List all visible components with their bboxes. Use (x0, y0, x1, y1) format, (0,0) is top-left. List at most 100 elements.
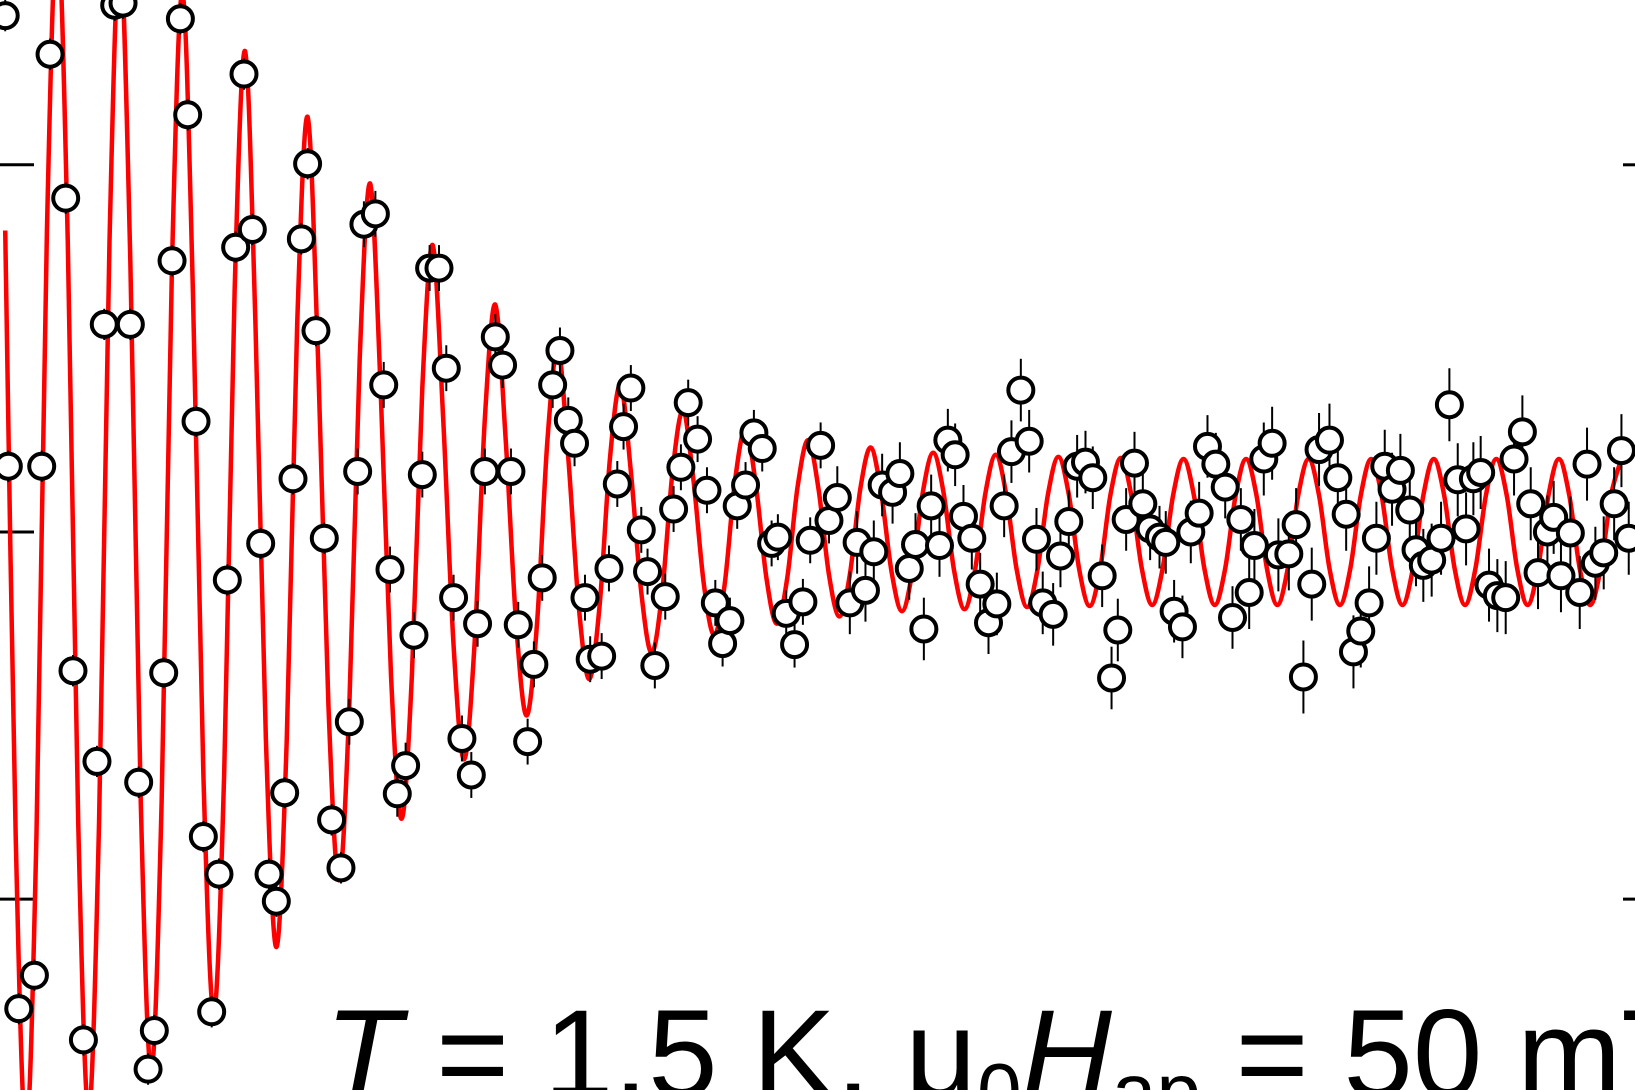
data-point (1507, 417, 1537, 447)
data-point (261, 886, 291, 916)
data-point (237, 214, 267, 244)
data-point (82, 746, 112, 776)
data-point (673, 388, 703, 418)
data-point (1516, 489, 1546, 519)
data-point (626, 515, 656, 545)
data-point (424, 253, 454, 283)
data-point (1218, 602, 1248, 632)
data-point (1589, 538, 1619, 568)
data-point (1014, 426, 1044, 456)
data-point (1128, 489, 1158, 519)
data-point (139, 1016, 169, 1046)
data-point (58, 656, 88, 686)
data-point (503, 610, 533, 640)
annotation-part: T (325, 985, 409, 1090)
data-point (666, 452, 696, 482)
data-point (715, 606, 745, 636)
data-point (513, 727, 543, 757)
data-point (343, 456, 373, 486)
data-point (1434, 390, 1464, 420)
data-point (463, 609, 493, 639)
data-point (989, 491, 1019, 521)
data-point (924, 531, 954, 561)
data-point (181, 406, 211, 436)
data-point (1239, 531, 1269, 561)
data-point (640, 650, 670, 680)
data-point (360, 199, 390, 229)
data-point (587, 641, 617, 671)
data-point (212, 565, 242, 595)
data-point (407, 460, 437, 490)
data-point (1045, 541, 1075, 571)
data-point (149, 658, 179, 688)
data-point (173, 100, 203, 130)
data-point (0, 451, 23, 481)
data-point (1361, 523, 1391, 553)
data-point (35, 39, 65, 69)
data-point (788, 587, 818, 617)
data-point (157, 246, 187, 276)
data-point (115, 309, 145, 339)
data-point (456, 760, 486, 790)
data-point (496, 456, 526, 486)
data-point (822, 483, 852, 513)
data-point (965, 569, 995, 599)
data-point (850, 575, 880, 605)
data-point (1226, 504, 1256, 534)
annotation-part: H (1022, 985, 1113, 1090)
data-point (594, 553, 624, 583)
data-point (1234, 577, 1264, 607)
data-point (1054, 507, 1084, 537)
data-point (1491, 583, 1521, 613)
data-point (1599, 489, 1629, 519)
data-point (795, 525, 825, 555)
data-point (431, 353, 461, 383)
data-point (439, 583, 469, 613)
data-point (1354, 588, 1384, 618)
data-point (1572, 449, 1602, 479)
data-point (1274, 539, 1304, 569)
data-point (1395, 495, 1425, 525)
data-point (124, 767, 154, 797)
data-point (470, 456, 500, 486)
data-point (197, 997, 227, 1027)
data-point (1297, 569, 1327, 599)
data-point (1346, 616, 1376, 646)
data-point (204, 859, 234, 889)
data-point (1103, 615, 1133, 645)
data-point (293, 149, 323, 179)
data-point (909, 614, 939, 644)
data-point (683, 424, 713, 454)
data-point (188, 822, 218, 852)
data-point (1184, 498, 1214, 528)
data-point (27, 451, 57, 481)
data-point (1257, 428, 1287, 458)
data-point (1614, 523, 1635, 553)
data-point (916, 491, 946, 521)
data-point (1038, 599, 1068, 629)
data-point (538, 370, 568, 400)
data-point (309, 523, 339, 553)
data-point (229, 59, 259, 89)
data-point (1426, 523, 1456, 553)
data-point (1281, 510, 1311, 540)
data-point (806, 430, 836, 460)
data-point (68, 1025, 98, 1055)
data-point (1606, 436, 1635, 466)
data-point (885, 459, 915, 489)
data-point (270, 778, 300, 808)
annotation-part: = 50 mT (1201, 985, 1635, 1090)
annotation: T = 1.5 K, μ0Hap = 50 mT (325, 985, 1635, 1090)
data-point (692, 475, 722, 505)
data-point (19, 960, 49, 990)
data-point (901, 529, 931, 559)
data-point (616, 373, 646, 403)
data-point (1466, 458, 1496, 488)
data-point (763, 522, 793, 552)
data-point (375, 555, 405, 585)
data-point (301, 316, 331, 346)
data-point (286, 224, 316, 254)
data-point (1210, 472, 1240, 502)
